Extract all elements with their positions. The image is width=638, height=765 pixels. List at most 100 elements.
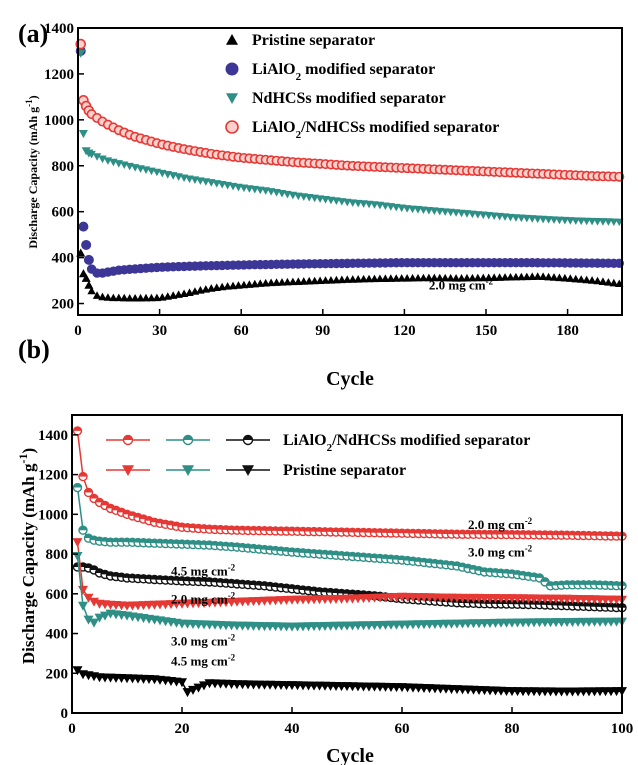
data-point (370, 274, 379, 283)
data-point (315, 276, 325, 285)
data-point (78, 221, 89, 232)
data-point (587, 276, 597, 284)
data-point (598, 277, 608, 285)
data-point (72, 666, 83, 676)
data-point (78, 585, 88, 595)
data-point (321, 276, 330, 284)
data-point (188, 685, 198, 695)
series-b-1 (72, 426, 627, 541)
data-point (538, 215, 548, 224)
y-tick-label-a: 1000 (44, 113, 74, 129)
data-point (283, 277, 292, 286)
y-tick-label-b: 0 (61, 706, 69, 722)
data-point (348, 275, 357, 283)
data-point (462, 273, 472, 282)
annotation-b: 3.0 mg cm-2 (468, 544, 533, 560)
legend-label-main: LiAlO (283, 432, 327, 449)
data-point (125, 293, 134, 302)
legend-label-main: LiAlO (252, 61, 296, 78)
data-point (506, 272, 515, 281)
legend-label: NdHCSs modified separator (252, 90, 446, 107)
data-point (392, 274, 401, 282)
legend-label-sub: 2 (296, 71, 302, 83)
y-tick-label-a: 800 (52, 159, 75, 175)
y-tick-label-a: 1200 (44, 67, 74, 83)
data-point (103, 293, 113, 301)
y-axis-title-a: Discharge Capacity (mAh g-1) (24, 95, 40, 248)
data-point (299, 277, 308, 285)
series-a-3 (76, 49, 624, 227)
data-point (364, 274, 374, 283)
y-axis-title-a-end: ) (26, 95, 40, 99)
data-point (484, 273, 493, 282)
annotation-b: 2.0 mg cm-2 (171, 591, 236, 607)
data-point (177, 678, 187, 688)
data-point (517, 214, 526, 223)
series-b-2 (72, 482, 627, 591)
data-point (479, 273, 488, 282)
data-point (517, 272, 526, 281)
data-point-half (90, 494, 98, 499)
y-axis-title-b-sup: -1 (16, 454, 30, 464)
legend-label-main: Pristine separator (252, 32, 375, 49)
data-point (84, 280, 94, 289)
data-point (544, 216, 553, 224)
y-tick-label-b: 800 (46, 547, 69, 563)
data-point (305, 276, 314, 285)
data-point (114, 293, 123, 302)
data-point (413, 273, 423, 282)
data-point (582, 217, 591, 226)
data-point (533, 272, 542, 280)
x-tick-label-a: 180 (556, 323, 579, 339)
data-point (419, 273, 428, 282)
data-point-half (541, 577, 549, 582)
annotation-b-main: 3.0 mg cm (468, 545, 525, 560)
data-point (441, 273, 450, 282)
data-point (83, 615, 94, 625)
y-tick-label-a: 400 (52, 251, 75, 267)
y-axis-title-a-sup: -1 (24, 99, 34, 107)
data-point (83, 593, 94, 603)
data-point (522, 272, 531, 281)
data-point (495, 273, 504, 281)
data-point (593, 276, 602, 285)
legend-marker (225, 62, 239, 76)
y-tick-label-b: 1000 (38, 507, 68, 523)
plot-frame-b (71, 414, 623, 714)
data-point (89, 618, 99, 628)
annotation-a-main: 2.0 mg cm (429, 278, 486, 293)
data-point-half (84, 488, 93, 493)
data-point (593, 218, 602, 226)
y-axis-title-b: Discharge Capacity (mAh g-1) (16, 448, 38, 664)
x-axis-title-a: Cycle (326, 368, 374, 390)
y-axis-title-b-main: Discharge Capacity (mAh g (19, 463, 38, 664)
data-point (109, 293, 118, 302)
annotation-b-main: 3.0 mg cm (171, 633, 228, 648)
legend-marker (226, 93, 238, 104)
legend-label-main: LiAlO (252, 119, 296, 136)
data-point (560, 273, 570, 282)
data-point-half (90, 565, 98, 570)
y-tick-label-b: 600 (46, 587, 69, 603)
x-axis-title-b: Cycle (326, 745, 374, 765)
data-point (446, 273, 455, 282)
annotation-b: 4.5 mg cm-2 (171, 652, 236, 668)
data-point (193, 683, 204, 693)
legend-marker (226, 34, 238, 45)
y-axis-title-a-main: Discharge Capacity (mAh g (26, 107, 40, 249)
data-point (609, 278, 619, 287)
legend-label-rest: /NdHCSs modified separator (300, 119, 499, 136)
legend-marker-half (183, 435, 193, 440)
data-point (72, 538, 83, 548)
legend-b: LiAlO2/NdHCSs modified separator Pristine… (106, 432, 530, 479)
data-point-half (79, 526, 87, 531)
data-point (92, 153, 102, 161)
legend-marker (122, 465, 134, 476)
data-point (353, 275, 363, 283)
legend-label-sub: 2 (327, 442, 333, 454)
x-tick-label-b: 100 (611, 721, 634, 737)
data-point (326, 276, 336, 284)
data-point (538, 272, 548, 280)
data-point (549, 273, 559, 281)
annotation-b: 2.0 mg cm-2 (468, 516, 533, 532)
